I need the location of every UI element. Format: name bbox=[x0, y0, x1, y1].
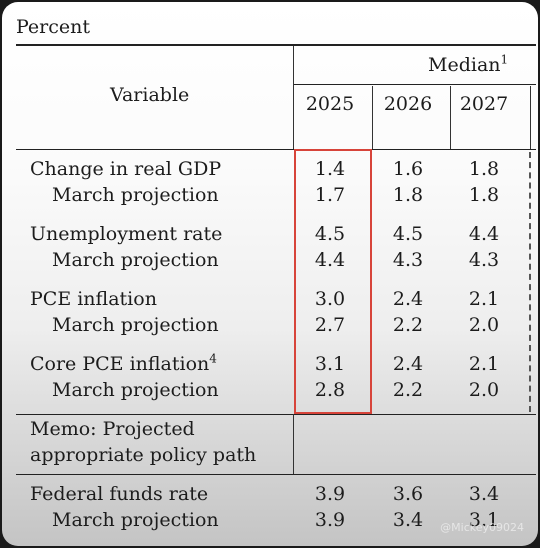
cell-value: 1.7 bbox=[314, 184, 346, 206]
year-2026-header: 2026 bbox=[383, 93, 433, 115]
cell-value: 1.8 bbox=[392, 184, 424, 206]
header-divider-right bbox=[530, 86, 531, 150]
cell-value: 2.0 bbox=[468, 379, 500, 401]
cell-value: 4.3 bbox=[392, 249, 424, 271]
cell-value: 1.6 bbox=[392, 158, 424, 180]
top-rule bbox=[16, 44, 536, 46]
highlight-2025-column bbox=[294, 149, 372, 414]
cell-value: 3.0 bbox=[314, 288, 346, 310]
median-header: Median1 bbox=[428, 54, 508, 76]
header-bottom-rule bbox=[16, 149, 536, 150]
row-label: March projection bbox=[52, 314, 219, 336]
row-label: March projection bbox=[52, 184, 219, 206]
footnote-mark: 4 bbox=[209, 351, 217, 366]
cell-value: 2.8 bbox=[314, 379, 346, 401]
cell-value: 4.4 bbox=[468, 223, 500, 245]
memo-top-rule bbox=[16, 414, 536, 415]
variable-header: Variable bbox=[110, 84, 190, 106]
row-label: March projection bbox=[52, 509, 219, 531]
cell-value: 3.9 bbox=[314, 509, 346, 531]
cell-value: 3.4 bbox=[392, 509, 424, 531]
median-header-text: Median bbox=[428, 54, 501, 76]
memo-label-line2: appropriate policy path bbox=[30, 444, 257, 466]
cell-value: 2.0 bbox=[468, 314, 500, 336]
cell-value: 4.3 bbox=[468, 249, 500, 271]
year-2025-header: 2025 bbox=[305, 93, 355, 115]
cell-value: 3.6 bbox=[392, 483, 424, 505]
cell-value: 2.2 bbox=[392, 314, 424, 336]
cell-value: 2.4 bbox=[392, 353, 424, 375]
cell-value: 1.8 bbox=[468, 158, 500, 180]
header-divider-left bbox=[293, 46, 294, 150]
row-label: PCE inflation bbox=[30, 288, 157, 310]
median-rule bbox=[294, 84, 536, 85]
unit-label: Percent bbox=[16, 16, 91, 38]
cell-value: 2.2 bbox=[392, 379, 424, 401]
right-dashed-border bbox=[529, 152, 531, 412]
cell-value: 2.7 bbox=[314, 314, 346, 336]
watermark: @Mickey09024 bbox=[440, 521, 524, 534]
cell-value: 1.4 bbox=[314, 158, 346, 180]
row-label: March projection bbox=[52, 249, 219, 271]
median-footnote-mark: 1 bbox=[500, 52, 509, 67]
row-label: Unemployment rate bbox=[30, 223, 223, 245]
header-divider-2026 bbox=[372, 86, 373, 150]
row-label: Change in real GDP bbox=[30, 158, 222, 180]
cell-value: 4.5 bbox=[392, 223, 424, 245]
header-divider-2027 bbox=[450, 86, 451, 150]
memo-divider bbox=[293, 414, 294, 474]
row-label: Federal funds rate bbox=[30, 483, 209, 505]
row-label: Core PCE inflation4 bbox=[30, 353, 217, 375]
row-label: March projection bbox=[52, 379, 219, 401]
cell-value: 1.8 bbox=[468, 184, 500, 206]
cell-value: 3.1 bbox=[314, 353, 346, 375]
cell-value: 3.1 bbox=[468, 509, 500, 531]
memo-bottom-rule bbox=[16, 474, 536, 475]
cell-value: 2.1 bbox=[468, 353, 500, 375]
row-label-text: Core PCE inflation bbox=[30, 353, 210, 375]
cell-value: 3.9 bbox=[314, 483, 346, 505]
year-2027-header: 2027 bbox=[459, 93, 509, 115]
cell-value: 3.4 bbox=[468, 483, 500, 505]
cell-value: 2.4 bbox=[392, 288, 424, 310]
cell-value: 4.4 bbox=[314, 249, 346, 271]
memo-label-line1: Memo: Projected bbox=[30, 418, 195, 440]
cell-value: 4.5 bbox=[314, 223, 346, 245]
cell-value: 2.1 bbox=[468, 288, 500, 310]
